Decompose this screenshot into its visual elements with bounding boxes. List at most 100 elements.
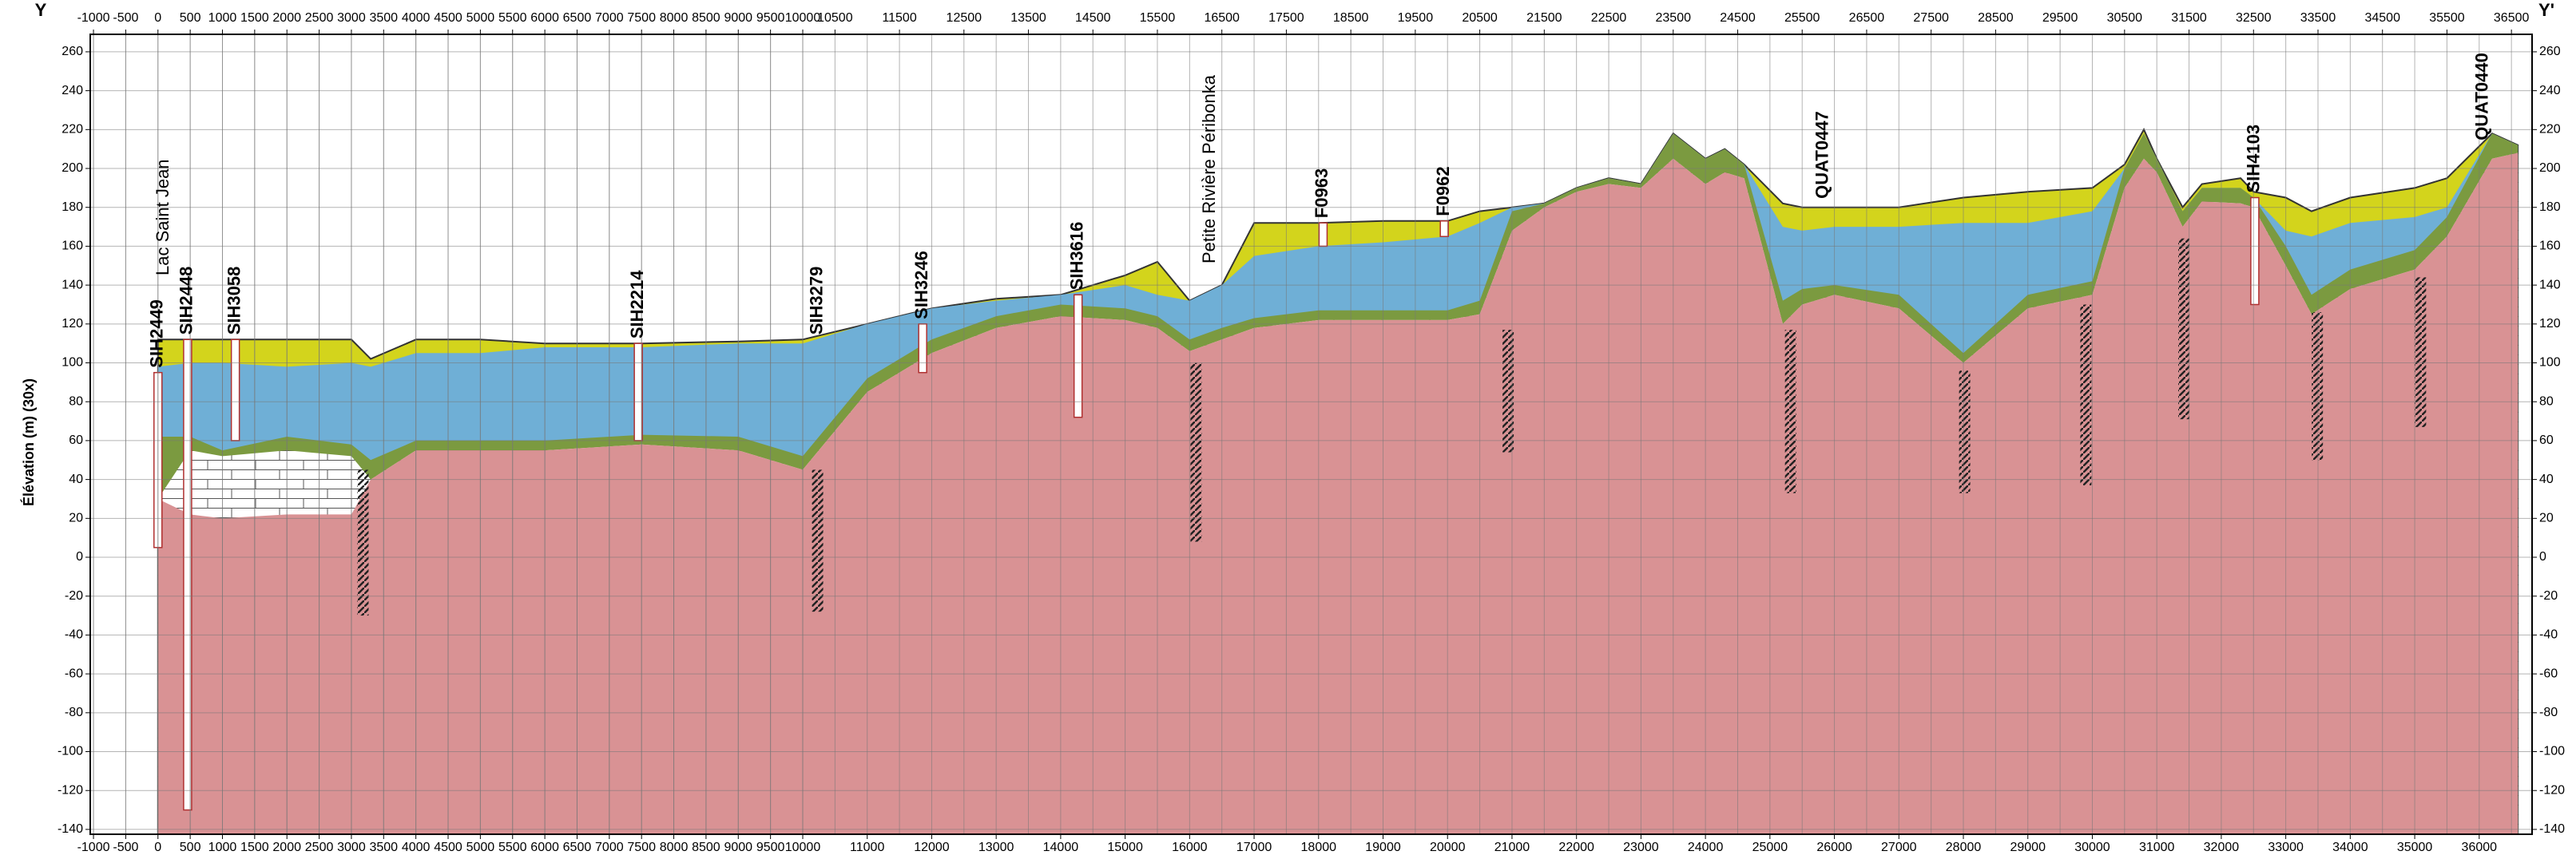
x2-tick-label: 24500 [1720,11,1756,25]
x2-tick-label: 0 [154,11,161,25]
x-tick-label: 24000 [1688,841,1724,854]
borehole-label: SIH3058 [224,267,244,335]
x-tick-label: 8000 [660,841,689,854]
x2-tick-label: 6500 [563,11,592,25]
x2-tick-label: 23500 [1656,11,1692,25]
x-tick-label: 3500 [369,841,398,854]
x-tick-label: 9000 [724,841,752,854]
x-tick-label: 31000 [2139,841,2175,854]
borehole-label: SIH3279 [806,267,826,335]
x2-tick-label: 27500 [1913,11,1949,25]
x-tick-label: 5000 [466,841,495,854]
y-tick-label: 240 [62,84,83,97]
y-tick-label: 200 [2539,161,2561,175]
y-tick-label: 20 [2539,512,2554,525]
y-tick-label: 180 [62,200,83,214]
x-tick-label: 1000 [208,841,237,854]
x-tick-label: 28000 [1946,841,1982,854]
x2-tick-label: 3500 [369,11,398,25]
y-tick-label: 120 [2539,317,2561,331]
x-tick-label: 4500 [434,841,462,854]
y-tick-label: 120 [62,317,83,331]
x-tick-label: 15000 [1107,841,1143,854]
borehole-label: QUAT0440 [2471,53,2491,141]
x-tick-label: 9500 [756,841,785,854]
x-tick-label: 25000 [1752,841,1788,854]
y-tick-label: -100 [58,745,83,758]
x2-tick-label: 6000 [530,11,559,25]
x2-tick-label: 26500 [1849,11,1885,25]
x-tick-label: -500 [113,841,138,854]
borehole-label: SIH3246 [911,251,931,319]
x2-tick-label: 13500 [1010,11,1046,25]
y-tick-label: -60 [65,667,83,680]
annotation: Lac Saint Jean [153,159,173,275]
y-tick-label: 40 [2539,473,2554,486]
y-tick-label: 160 [2539,240,2561,253]
y-tick-label: 160 [62,240,83,253]
x-tick-label: 18000 [1301,841,1337,854]
x2-tick-label: 20500 [1462,11,1498,25]
borehole [1319,223,1327,246]
x-tick-label: 7500 [627,841,656,854]
x2-tick-label: 8000 [660,11,689,25]
x2-tick-label: 17500 [1268,11,1304,25]
y-tick-label: 60 [69,433,83,447]
x-tick-label: 22000 [1558,841,1594,854]
y-tick-label: 220 [2539,123,2561,137]
x2-tick-label: 36500 [2494,11,2530,25]
y-tick-label: 240 [2539,84,2561,97]
y-tick-label: -140 [2539,822,2565,836]
borehole-label: QUAT0447 [1812,111,1832,199]
x-tick-label: 13000 [978,841,1014,854]
x2-tick-label: 30500 [2107,11,2143,25]
fault [1959,370,1971,493]
x2-tick-label: 2500 [305,11,334,25]
y-tick-label: -140 [58,822,83,836]
borehole [634,343,642,441]
x2-tick-label: 5500 [498,11,527,25]
fault [2178,239,2189,419]
y-tick-label: 200 [62,161,83,175]
x2-tick-label: 35500 [2429,11,2465,25]
x-tick-label: 4000 [402,841,431,854]
x-tick-label: 27000 [1881,841,1917,854]
x-tick-label: 35000 [2397,841,2433,854]
x2-tick-label: 21500 [1526,11,1562,25]
x2-tick-label: 10500 [817,11,853,25]
borehole [919,324,927,373]
x-tick-label: 12000 [914,841,950,854]
x2-tick-label: -500 [113,11,138,25]
x2-tick-label: 500 [180,11,201,25]
x-tick-label: 36000 [2462,841,2498,854]
y-tick-label: -60 [2539,667,2558,680]
fault [357,469,368,616]
y-tick-label: 0 [2539,550,2546,564]
x-tick-label: 6000 [530,841,559,854]
y-tick-label: -80 [65,706,83,719]
x2-tick-label: 10000 [785,11,821,25]
page: {"chart_data": { "type": "area", "corner… [0,0,2576,859]
x2-tick-label: -1000 [77,11,110,25]
areas-layer [158,129,2518,834]
borehole-label: SIH3616 [1066,222,1086,291]
chart: Y Y' Élévation (m) (30x) SIH2449SIH2448S… [0,0,2576,859]
x2-tick-label: 11500 [882,11,916,25]
x2-tick-label: 5000 [466,11,495,25]
fault [812,469,824,612]
y-tick-label: 180 [2539,200,2561,214]
x2-tick-label: 19500 [1398,11,1434,25]
y-tick-label: 260 [2539,45,2561,58]
x2-tick-label: 16500 [1204,11,1240,25]
x-tick-label: 3000 [337,841,366,854]
x-tick-label: 19000 [1365,841,1401,854]
x-tick-label: 0 [154,841,161,854]
fault [1190,363,1201,542]
annotation: Petite Rivière Péribonka [1199,74,1219,263]
y-tick-label: 40 [69,473,83,486]
x2-tick-label: 14500 [1075,11,1111,25]
y-tick-label: 60 [2539,433,2554,447]
x2-tick-label: 7500 [627,11,656,25]
fault [2312,312,2323,460]
borehole [232,339,240,441]
